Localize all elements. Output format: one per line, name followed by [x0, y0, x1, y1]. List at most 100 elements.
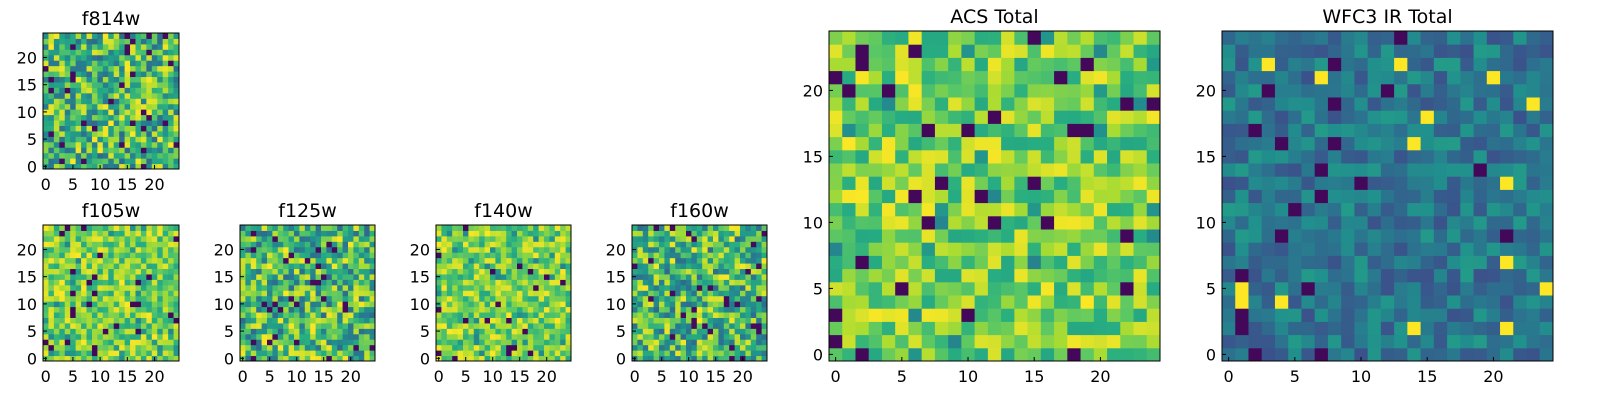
heatmap-cell: [554, 301, 561, 308]
heatmap-cell: [64, 147, 71, 154]
heatmap-cell: [723, 306, 730, 313]
heatmap-cell: [53, 279, 60, 286]
heatmap-cell: [1120, 57, 1135, 72]
heatmap-cell: [240, 225, 246, 231]
heatmap-cell: [267, 306, 273, 313]
heatmap-cell: [842, 57, 856, 72]
heatmap-cell: [484, 257, 491, 264]
heatmap-cell: [974, 44, 989, 58]
heatmap-cell: [240, 230, 246, 237]
heatmap-cell: [81, 328, 88, 335]
heatmap-cell: [53, 65, 60, 72]
heatmap-cell: [987, 57, 1002, 72]
heatmap-cell: [1261, 334, 1276, 349]
heatmap-cell: [48, 333, 55, 340]
heatmap-cell: [1235, 123, 1249, 138]
heatmap-cell: [745, 268, 752, 275]
heatmap-cell: [1288, 308, 1302, 322]
heatmap-cell: [326, 322, 333, 329]
heatmap-cell: [245, 317, 252, 324]
heatmap-cell: [294, 241, 300, 248]
heatmap-cell: [829, 110, 843, 124]
heatmap-cell: [43, 225, 49, 231]
heatmap-cell: [342, 350, 349, 357]
heatmap-cell: [1133, 189, 1148, 204]
heatmap-cell: [315, 306, 322, 313]
heatmap-cell: [1274, 31, 1289, 45]
heatmap-cell: [43, 98, 49, 105]
heatmap-cell: [358, 295, 365, 302]
heatmap-cell: [358, 230, 365, 237]
heatmap-cell: [761, 246, 768, 253]
heatmap-cell: [70, 81, 77, 88]
heatmap-cell: [457, 252, 464, 259]
heatmap-cell: [1288, 83, 1302, 98]
heatmap-cell: [173, 33, 180, 39]
heatmap-cell: [522, 344, 529, 351]
heatmap-cell: [1014, 242, 1029, 256]
heatmap-cell: [102, 71, 109, 78]
heatmap-cell: [533, 263, 540, 270]
heatmap-cell: [446, 322, 453, 329]
heatmap-cell: [97, 306, 104, 313]
heatmap-cell: [294, 230, 300, 237]
heatmap-cell: [1093, 242, 1108, 256]
x-tick-label: 5: [265, 367, 275, 386]
heatmap-cell: [702, 235, 709, 242]
heatmap-cell: [723, 241, 730, 248]
heatmap-cell: [1054, 189, 1068, 204]
heatmap-cell: [881, 334, 896, 349]
heatmap-cell: [637, 230, 644, 237]
heatmap-cell: [675, 241, 682, 248]
heatmap-cell: [452, 252, 459, 259]
heatmap-cell: [256, 350, 263, 357]
heatmap-cell: [527, 257, 534, 264]
heatmap-cell: [157, 87, 164, 94]
heatmap-cell: [108, 141, 115, 148]
heatmap-cell: [331, 301, 338, 308]
heatmap-cell: [1394, 347, 1408, 362]
heatmap-cell: [81, 92, 88, 99]
heatmap-cell: [97, 109, 104, 116]
heatmap-cell: [146, 87, 153, 94]
heatmap-cell: [1394, 189, 1408, 204]
heatmap-cell: [1107, 163, 1121, 177]
heatmap-cell: [119, 60, 126, 67]
heatmap-cell: [729, 284, 736, 291]
heatmap-cell: [168, 339, 175, 346]
heatmap-cell: [1526, 70, 1541, 85]
heatmap-cell: [436, 339, 442, 346]
heatmap-cell: [119, 355, 126, 362]
heatmap-cell: [245, 257, 252, 264]
heatmap-cell: [146, 295, 153, 302]
heatmap-cell: [479, 306, 486, 313]
heatmap-cell: [1367, 31, 1382, 45]
heatmap-cell: [102, 136, 109, 143]
heatmap-cell: [1526, 44, 1541, 58]
heatmap-cell: [1146, 110, 1161, 124]
heatmap-cell: [1067, 295, 1082, 309]
heatmap-cell: [53, 257, 60, 264]
heatmap-cell: [1314, 97, 1329, 111]
heatmap-cell: [283, 290, 290, 297]
heatmap-cell: [272, 225, 279, 231]
heatmap-cell: [113, 350, 120, 357]
heatmap-cell: [86, 71, 93, 78]
heatmap-cell: [729, 273, 736, 280]
heatmap-cell: [342, 273, 349, 280]
heatmap-cell: [315, 328, 322, 335]
heatmap-cell: [256, 235, 263, 242]
heatmap-cell: [1014, 308, 1029, 322]
heatmap-cell: [1433, 176, 1448, 190]
heatmap-cell: [64, 273, 71, 280]
heatmap-cell: [1486, 308, 1501, 322]
heatmap-cell: [53, 290, 60, 297]
heatmap-cell: [1341, 83, 1355, 98]
heatmap-cell: [157, 268, 164, 275]
heatmap-cell: [337, 284, 344, 291]
heatmap-cell: [321, 301, 327, 308]
heatmap-cell: [895, 202, 909, 217]
heatmap-cell: [1301, 268, 1316, 283]
heatmap-cell: [294, 284, 300, 291]
heatmap-cell: [895, 163, 909, 177]
